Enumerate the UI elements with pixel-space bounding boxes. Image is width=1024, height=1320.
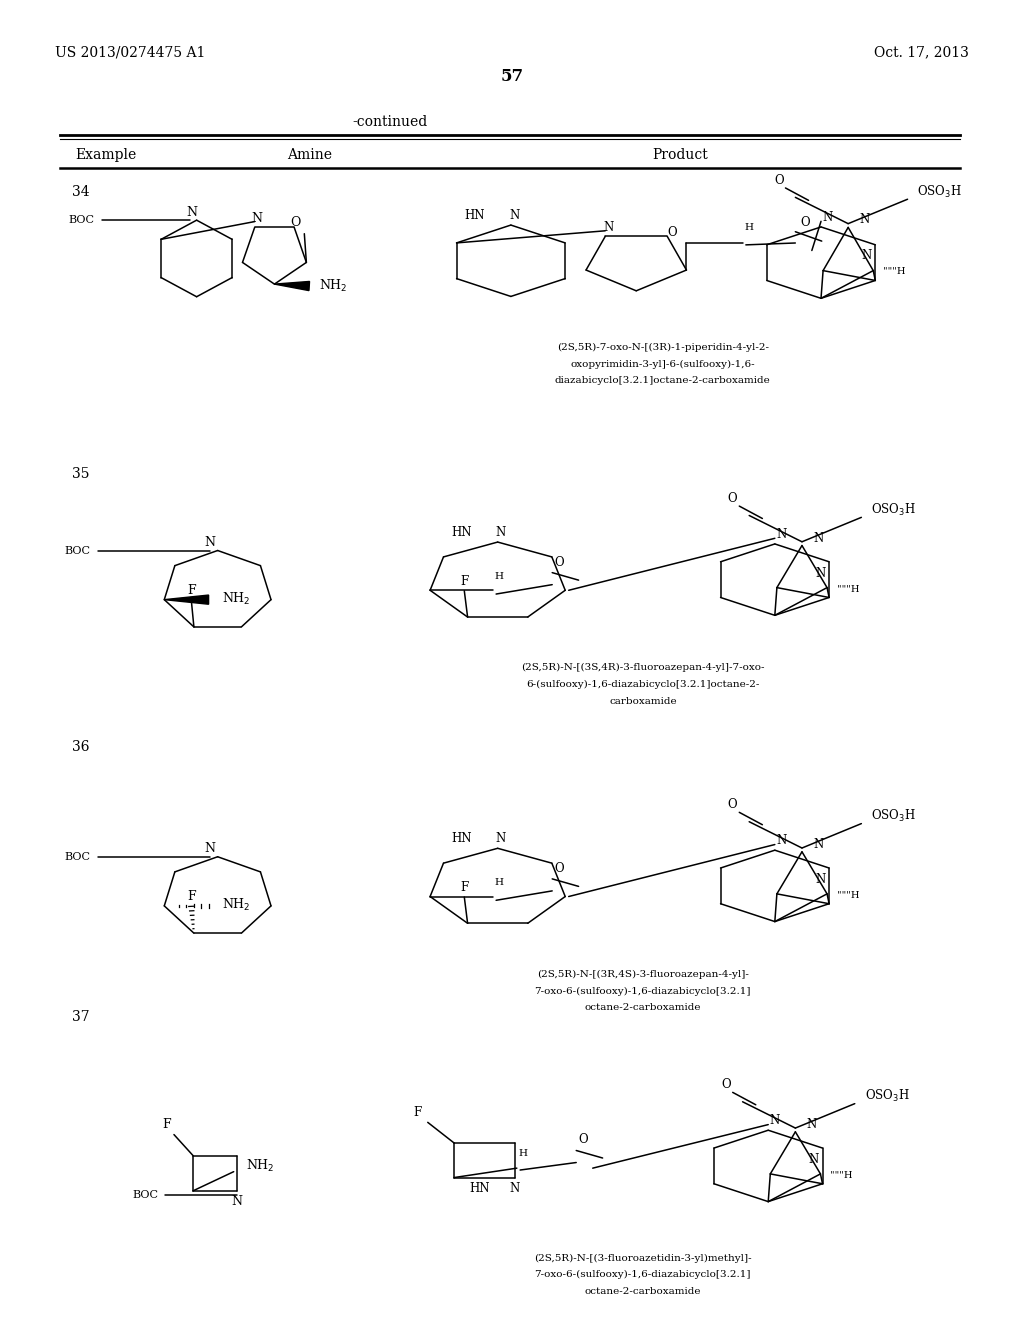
- Text: oxopyrimidin-3-yl]-6-(sulfooxy)-1,6-: oxopyrimidin-3-yl]-6-(sulfooxy)-1,6-: [570, 359, 755, 368]
- Text: NH$_2$: NH$_2$: [319, 279, 348, 294]
- Text: O: O: [728, 492, 737, 506]
- Text: N: N: [510, 1181, 520, 1195]
- Text: 37: 37: [72, 1010, 90, 1024]
- Text: (2S,5R)-N-[(3S,4R)-3-fluoroazepan-4-yl]-7-oxo-: (2S,5R)-N-[(3S,4R)-3-fluoroazepan-4-yl]-…: [521, 664, 765, 672]
- Text: N: N: [813, 838, 823, 851]
- Text: carboxamide: carboxamide: [609, 697, 677, 706]
- Text: N: N: [822, 211, 833, 224]
- Text: BOC: BOC: [63, 851, 90, 862]
- Text: diazabicyclo[3.2.1]octane-2-carboxamide: diazabicyclo[3.2.1]octane-2-carboxamide: [555, 376, 770, 385]
- Text: Oct. 17, 2013: Oct. 17, 2013: [874, 45, 969, 59]
- Text: US 2013/0274475 A1: US 2013/0274475 A1: [55, 45, 206, 59]
- Text: Amine: Amine: [288, 148, 333, 162]
- Text: O: O: [801, 216, 810, 228]
- Text: O: O: [578, 1134, 588, 1147]
- Text: N: N: [205, 842, 215, 855]
- Text: F: F: [460, 882, 468, 894]
- Text: octane-2-carboxamide: octane-2-carboxamide: [585, 1003, 701, 1012]
- Polygon shape: [164, 595, 209, 605]
- Text: N: N: [251, 213, 262, 226]
- Text: OSO$_3$H: OSO$_3$H: [918, 183, 963, 199]
- Text: N: N: [815, 568, 825, 581]
- Text: F: F: [460, 576, 468, 587]
- Text: 6-(sulfooxy)-1,6-diazabicyclo[3.2.1]octane-2-: 6-(sulfooxy)-1,6-diazabicyclo[3.2.1]octa…: [526, 680, 760, 689]
- Text: O: O: [667, 226, 677, 239]
- Text: O: O: [290, 215, 300, 228]
- Text: O: O: [554, 862, 563, 875]
- Text: (2S,5R)-N-[(3-fluoroazetidin-3-yl)methyl]-: (2S,5R)-N-[(3-fluoroazetidin-3-yl)methyl…: [535, 1254, 752, 1262]
- Text: 57: 57: [501, 69, 523, 84]
- Text: HN: HN: [469, 1181, 489, 1195]
- Text: (2S,5R)-7-oxo-N-[(3R)-1-piperidin-4-yl-2-: (2S,5R)-7-oxo-N-[(3R)-1-piperidin-4-yl-2…: [557, 343, 769, 351]
- Text: Product: Product: [652, 148, 708, 162]
- Text: N: N: [496, 833, 506, 845]
- Text: HN: HN: [452, 833, 472, 845]
- Text: NH$_2$: NH$_2$: [221, 898, 250, 913]
- Text: N: N: [770, 1114, 780, 1127]
- Text: N: N: [496, 527, 506, 539]
- Text: O: O: [721, 1078, 731, 1092]
- Text: O: O: [554, 556, 563, 569]
- Text: octane-2-carboxamide: octane-2-carboxamide: [585, 1287, 701, 1296]
- Text: 7-oxo-6-(sulfooxy)-1,6-diazabicyclo[3.2.1]: 7-oxo-6-(sulfooxy)-1,6-diazabicyclo[3.2.…: [535, 986, 751, 995]
- Text: F: F: [163, 1118, 171, 1131]
- Text: OSO$_3$H: OSO$_3$H: [871, 502, 915, 517]
- Text: """H: """H: [837, 891, 859, 900]
- Text: N: N: [509, 209, 519, 222]
- Text: -continued: -continued: [352, 115, 428, 129]
- Text: N: N: [186, 206, 198, 219]
- Text: 35: 35: [72, 467, 89, 480]
- Text: BOC: BOC: [69, 215, 94, 226]
- Text: 36: 36: [72, 741, 89, 754]
- Text: """H: """H: [837, 585, 859, 594]
- Text: OSO$_3$H: OSO$_3$H: [871, 808, 915, 824]
- Text: """H: """H: [830, 1171, 853, 1180]
- Text: N: N: [776, 528, 786, 541]
- Text: N: N: [815, 874, 825, 887]
- Text: N: N: [231, 1195, 243, 1208]
- Text: HN: HN: [464, 209, 484, 222]
- Text: NH$_2$: NH$_2$: [221, 591, 250, 607]
- Text: 34: 34: [72, 185, 90, 199]
- Text: F: F: [187, 890, 196, 903]
- Text: 7-oxo-6-(sulfooxy)-1,6-diazabicyclo[3.2.1]: 7-oxo-6-(sulfooxy)-1,6-diazabicyclo[3.2.…: [535, 1270, 751, 1279]
- Text: H: H: [495, 572, 504, 581]
- Text: HN: HN: [452, 527, 472, 539]
- Text: (2S,5R)-N-[(3R,4S)-3-fluoroazepan-4-yl]-: (2S,5R)-N-[(3R,4S)-3-fluoroazepan-4-yl]-: [537, 970, 749, 978]
- Text: N: N: [205, 536, 215, 549]
- Text: Example: Example: [75, 148, 136, 162]
- Text: N: N: [859, 214, 869, 227]
- Text: NH$_2$: NH$_2$: [246, 1158, 274, 1173]
- Text: N: N: [807, 1118, 817, 1131]
- Text: """H: """H: [883, 267, 905, 276]
- Text: N: N: [813, 532, 823, 545]
- Text: F: F: [414, 1106, 422, 1119]
- Text: H: H: [744, 223, 754, 232]
- Text: BOC: BOC: [63, 545, 90, 556]
- Text: H: H: [519, 1148, 528, 1158]
- Text: N: N: [861, 249, 871, 263]
- Text: N: N: [776, 834, 786, 847]
- Text: N: N: [603, 220, 613, 234]
- Text: F: F: [187, 583, 196, 597]
- Text: O: O: [774, 174, 783, 187]
- Text: BOC: BOC: [132, 1191, 158, 1200]
- Text: H: H: [495, 878, 504, 887]
- Polygon shape: [274, 281, 309, 290]
- Text: O: O: [728, 799, 737, 812]
- Text: OSO$_3$H: OSO$_3$H: [864, 1088, 909, 1105]
- Text: N: N: [809, 1154, 819, 1167]
